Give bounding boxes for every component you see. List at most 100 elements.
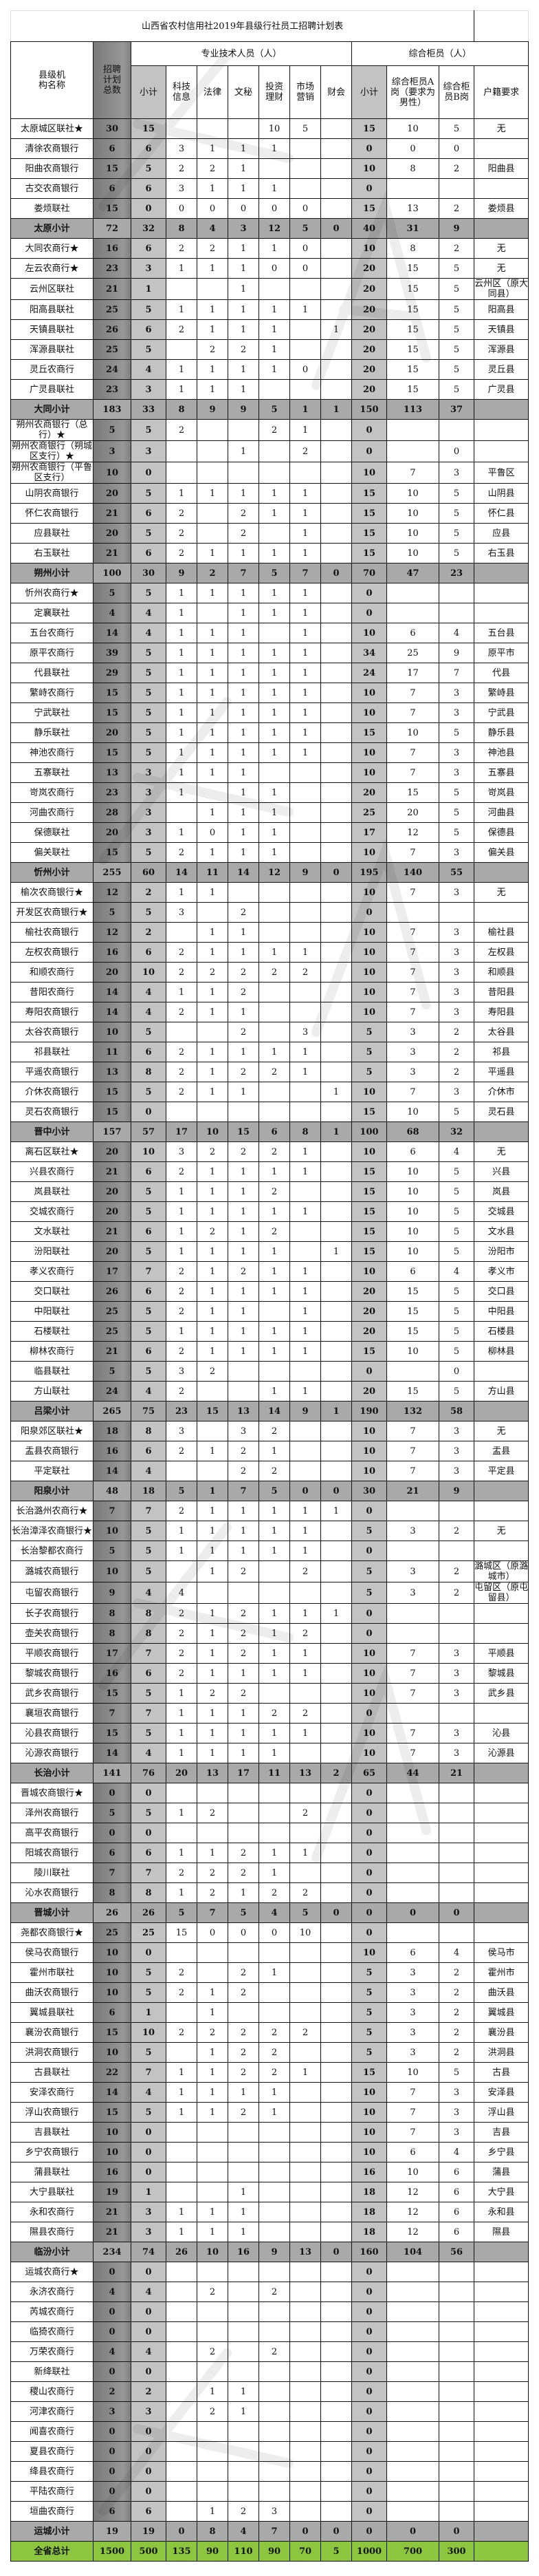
cell-tech-it: 2 [166, 942, 197, 963]
cell-residence: 沁县 [474, 1723, 529, 1743]
cell-tech-investment [258, 278, 290, 300]
cell-residence [474, 2282, 529, 2302]
cell-counter-subtotal: 0 [351, 902, 387, 923]
cell-tech-marketing [289, 2142, 321, 2162]
cell-residence [474, 2341, 529, 2362]
cell-tech-marketing [289, 462, 321, 484]
cell-residence: 吉县 [474, 2122, 529, 2143]
cell-tech-investment [258, 1082, 290, 1102]
cell-total: 15 [93, 1102, 131, 1122]
cell-tech-accounting [320, 258, 352, 279]
cell-counter-b: 5 [438, 278, 475, 300]
table-row: 朔州农商银行（朔城区支行）★ 3 3 1 2 0 0 [10, 440, 529, 462]
institution-name: 大同小计 [10, 399, 94, 420]
cell-tech-investment [258, 1803, 290, 1823]
cell-tech-subtotal: 4 [131, 1381, 166, 1402]
cell-tech-secretary: 1 [228, 2182, 259, 2202]
cell-counter-b [438, 1843, 475, 1863]
cell-counter-subtotal: 20 [351, 278, 387, 300]
cell-counter-a [386, 1823, 439, 1843]
cell-total: 25 [93, 1301, 131, 1322]
cell-tech-subtotal: 1 [131, 2182, 166, 2202]
cell-tech-investment: 1 [258, 1261, 290, 1282]
cell-tech-investment: 1 [258, 1743, 290, 1763]
table-row: 盂县农商银行 16 6 2 1 2 1 10 7 3 盂县 [10, 1441, 529, 1461]
cell-counter-a: 10 [386, 1221, 439, 1242]
cell-tech-law: 1 [197, 1521, 228, 1541]
header-tech-marketing: 市场营销 [289, 65, 321, 119]
cell-total: 0 [93, 2441, 131, 2462]
cell-tech-investment: 4 [258, 1902, 290, 1923]
cell-counter-subtotal: 0 [351, 2262, 387, 2282]
cell-total: 16 [93, 238, 131, 259]
cell-counter-subtotal: 0 [351, 1922, 387, 1943]
cell-tech-law [197, 2361, 228, 2382]
cell-tech-secretary: 1 [228, 722, 259, 743]
cell-tech-investment [258, 462, 290, 484]
cell-tech-subtotal: 6 [131, 942, 166, 963]
cell-total: 14 [93, 623, 131, 643]
institution-name: 河津农商行 [10, 2401, 94, 2422]
cell-counter-b [438, 1863, 475, 1883]
cell-residence: 盂县 [474, 1441, 529, 1461]
cell-total: 1500 [93, 2541, 131, 2562]
cell-tech-it: 2 [166, 1281, 197, 1302]
cell-tech-subtotal: 6 [131, 138, 166, 159]
cell-counter-subtotal: 15 [351, 1161, 387, 1182]
cell-tech-investment: 1 [258, 643, 290, 663]
cell-tech-it: 23 [166, 1401, 197, 1421]
cell-tech-secretary: 1 [228, 138, 259, 159]
cell-counter-b: 3 [438, 2082, 475, 2103]
cell-tech-accounting [320, 1582, 352, 1604]
institution-name: 山阴农商银行 [10, 483, 94, 504]
cell-tech-subtotal: 76 [131, 1763, 166, 1783]
cell-tech-subtotal: 7 [131, 1863, 166, 1883]
cell-tech-it [166, 1461, 197, 1481]
cell-tech-law: 2 [197, 1221, 228, 1242]
cell-counter-b: 2 [438, 1560, 475, 1582]
institution-name: 平遥农商银行 [10, 1062, 94, 1082]
cell-tech-law: 2 [197, 1882, 228, 1903]
cell-tech-law: 1 [197, 1241, 228, 1262]
cell-tech-it: 1 [166, 782, 197, 803]
cell-tech-investment [258, 902, 290, 923]
cell-residence: 无 [474, 118, 529, 139]
table-row: 兴县农商行 21 6 2 1 1 1 1 15 10 5 兴县 [10, 1161, 529, 1182]
cell-residence: 曲沃县 [474, 1982, 529, 2003]
cell-counter-subtotal: 10 [351, 1723, 387, 1743]
cell-residence [474, 583, 529, 603]
cell-total: 17 [93, 1261, 131, 1282]
cell-tech-investment [258, 1942, 290, 1963]
cell-tech-it: 2 [166, 1623, 197, 1644]
cell-tech-it: 2 [166, 1261, 197, 1282]
cell-total: 0 [93, 1783, 131, 1803]
cell-tech-subtotal: 5 [131, 663, 166, 683]
header-residence-requirement: 户籍要求 [474, 65, 529, 119]
cell-tech-secretary: 1 [228, 1181, 259, 1202]
cell-counter-b [438, 2381, 475, 2402]
cell-tech-marketing [289, 2441, 321, 2462]
page-title: 山西省农村信用社2019年县级行社员工招聘计划表 [10, 10, 475, 42]
header-tech-it: 科技信息 [166, 65, 197, 119]
cell-tech-law: 1 [197, 359, 228, 380]
cell-residence: 翼城县 [474, 2002, 529, 2023]
cell-tech-law: 1 [197, 2002, 228, 2023]
cell-tech-law: 1 [197, 2222, 228, 2242]
cell-tech-investment: 1 [258, 683, 290, 703]
cell-tech-subtotal: 5 [131, 1803, 166, 1823]
cell-counter-subtotal: 0 [351, 1703, 387, 1724]
table-row: 阳高县联社 25 5 1 1 1 1 1 20 15 5 阳高县 [10, 299, 529, 320]
cell-tech-investment: 1 [258, 1441, 290, 1461]
cell-counter-b: 3 [438, 462, 475, 484]
cell-tech-law: 1 [197, 1281, 228, 1302]
cell-counter-subtotal: 0 [351, 2441, 387, 2462]
cell-tech-law [197, 1962, 228, 1983]
cell-residence: 隰县 [474, 2222, 529, 2242]
institution-name: 太原小计 [10, 218, 94, 239]
table-row: 尧都农商银行★ 25 25 15 0 0 0 10 0 [10, 1922, 529, 1943]
cell-counter-subtotal: 18 [351, 2202, 387, 2222]
cell-tech-law: 2 [197, 238, 228, 259]
cell-tech-it: 1 [166, 762, 197, 783]
cell-total: 15 [93, 1082, 131, 1102]
cell-tech-law: 4 [197, 218, 228, 239]
